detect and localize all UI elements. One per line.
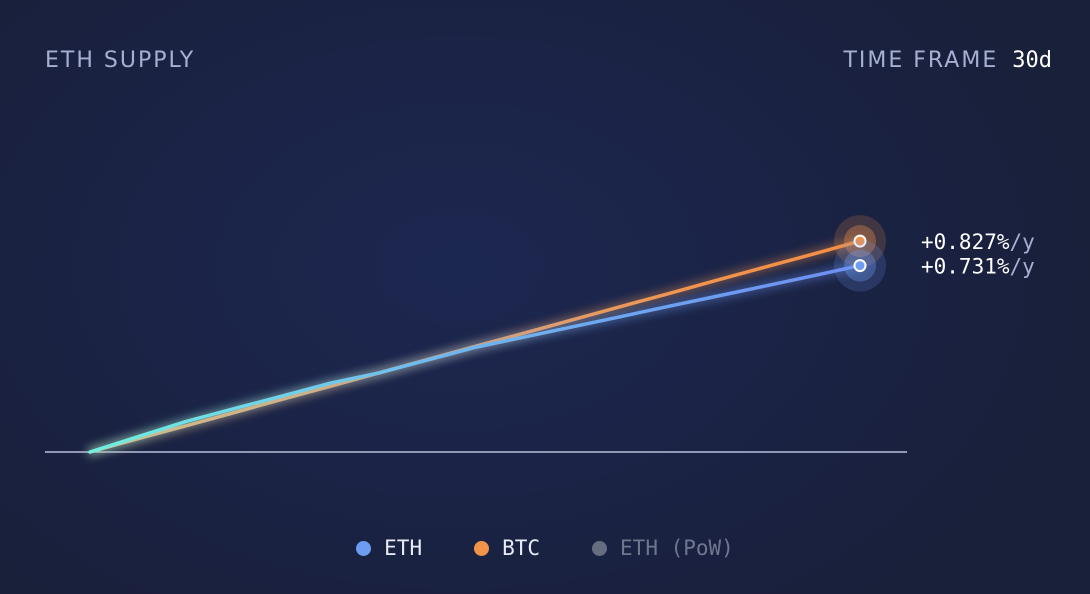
- legend-label-btc: BTC: [502, 536, 541, 560]
- timeframe-selector[interactable]: TIME FRAME 30d: [843, 48, 1052, 73]
- legend-item-btc[interactable]: BTC: [474, 536, 540, 560]
- endpoint-marker-btc[interactable]: [853, 234, 867, 248]
- widget-title: ETH SUPPLY: [45, 48, 196, 73]
- legend-item-eth-pow[interactable]: ETH (PoW): [592, 536, 734, 560]
- legend-dot-btc: [474, 540, 490, 556]
- legend-dot-eth-pow: [592, 540, 608, 556]
- legend-label-eth: ETH: [384, 536, 423, 560]
- series-line-eth: [88, 263, 862, 454]
- legend-item-eth[interactable]: ETH: [356, 536, 422, 560]
- timeframe-value[interactable]: 30d: [1012, 48, 1052, 73]
- timeframe-label: TIME FRAME: [843, 48, 999, 73]
- endpoint-marker-eth[interactable]: [853, 259, 867, 273]
- chart-legend: ETH BTC ETH (PoW): [0, 536, 1090, 560]
- end-value-label-eth: +0.731%/y: [921, 255, 1035, 279]
- legend-dot-eth: [356, 540, 372, 556]
- legend-label-eth-pow: ETH (PoW): [620, 536, 734, 560]
- end-value-label-btc: +0.827%/y: [921, 230, 1035, 254]
